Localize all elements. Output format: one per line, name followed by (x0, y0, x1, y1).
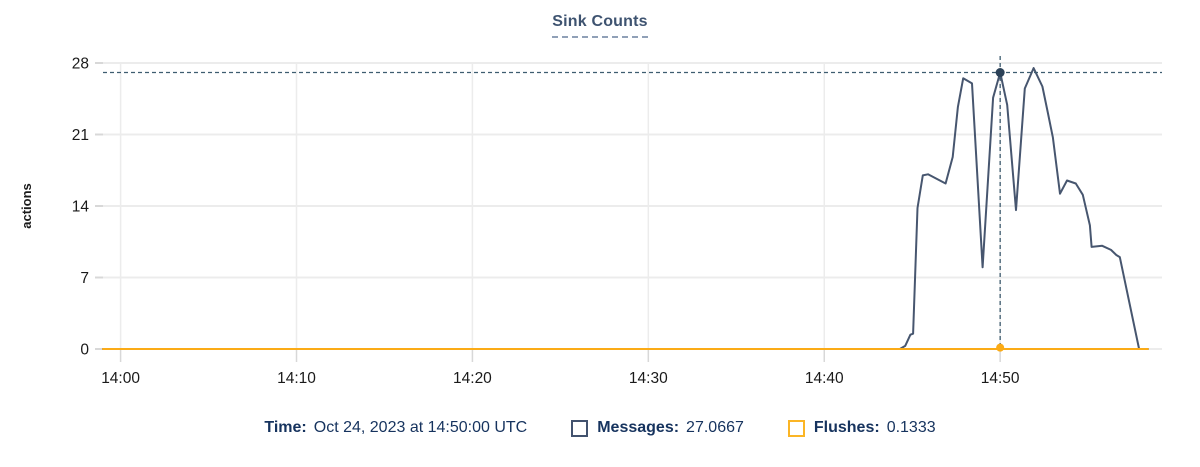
y-tick-label: 7 (80, 270, 89, 287)
messages-value: 27.0667 (686, 419, 744, 436)
y-tick-label: 14 (72, 199, 90, 216)
messages-line (102, 67, 1149, 350)
x-tick-label: 14:10 (277, 370, 316, 387)
flushes-swatch-icon[interactable] (787, 419, 805, 437)
y-axis-label: actions (19, 183, 34, 229)
sink-counts-chart[interactable]: 0 7 14 21 28 14:00 14:10 14:20 14:30 14:40 14:50 ac… (0, 0, 1200, 410)
time-label: Time: (264, 419, 307, 436)
x-tick-label: 14:20 (453, 370, 492, 387)
x-tick-label: 14:40 (805, 370, 844, 387)
legend-item-flushes[interactable]: Flushes: 0.1333 (787, 419, 936, 437)
x-tick-label: 14:50 (981, 370, 1020, 387)
x-tick-label: 14:00 (101, 370, 140, 387)
messages-label: Messages: (597, 419, 680, 436)
y-tick-label: 0 (80, 342, 89, 359)
flushes-value: 0.1333 (886, 419, 936, 436)
legend-item-messages[interactable]: Messages: 27.0667 (571, 419, 744, 437)
legend-time: Time: Oct 24, 2023 at 14:50:00 UTC (264, 419, 527, 437)
chart-title[interactable]: Sink Counts (552, 13, 648, 38)
flushes-label: Flushes: (813, 419, 880, 436)
messages-swatch-icon[interactable] (571, 419, 589, 437)
chart-header: Sink Counts (0, 13, 1200, 38)
legend: Time: Oct 24, 2023 at 14:50:00 UTC Messa… (0, 419, 1200, 437)
y-tick-label: 28 (72, 56, 89, 73)
time-value: Oct 24, 2023 at 14:50:00 UTC (313, 419, 528, 436)
y-tick-label: 21 (72, 127, 89, 144)
x-tick-label: 14:30 (629, 370, 668, 387)
messages-point-marker (995, 68, 1005, 78)
flushes-point-marker (996, 343, 1005, 352)
